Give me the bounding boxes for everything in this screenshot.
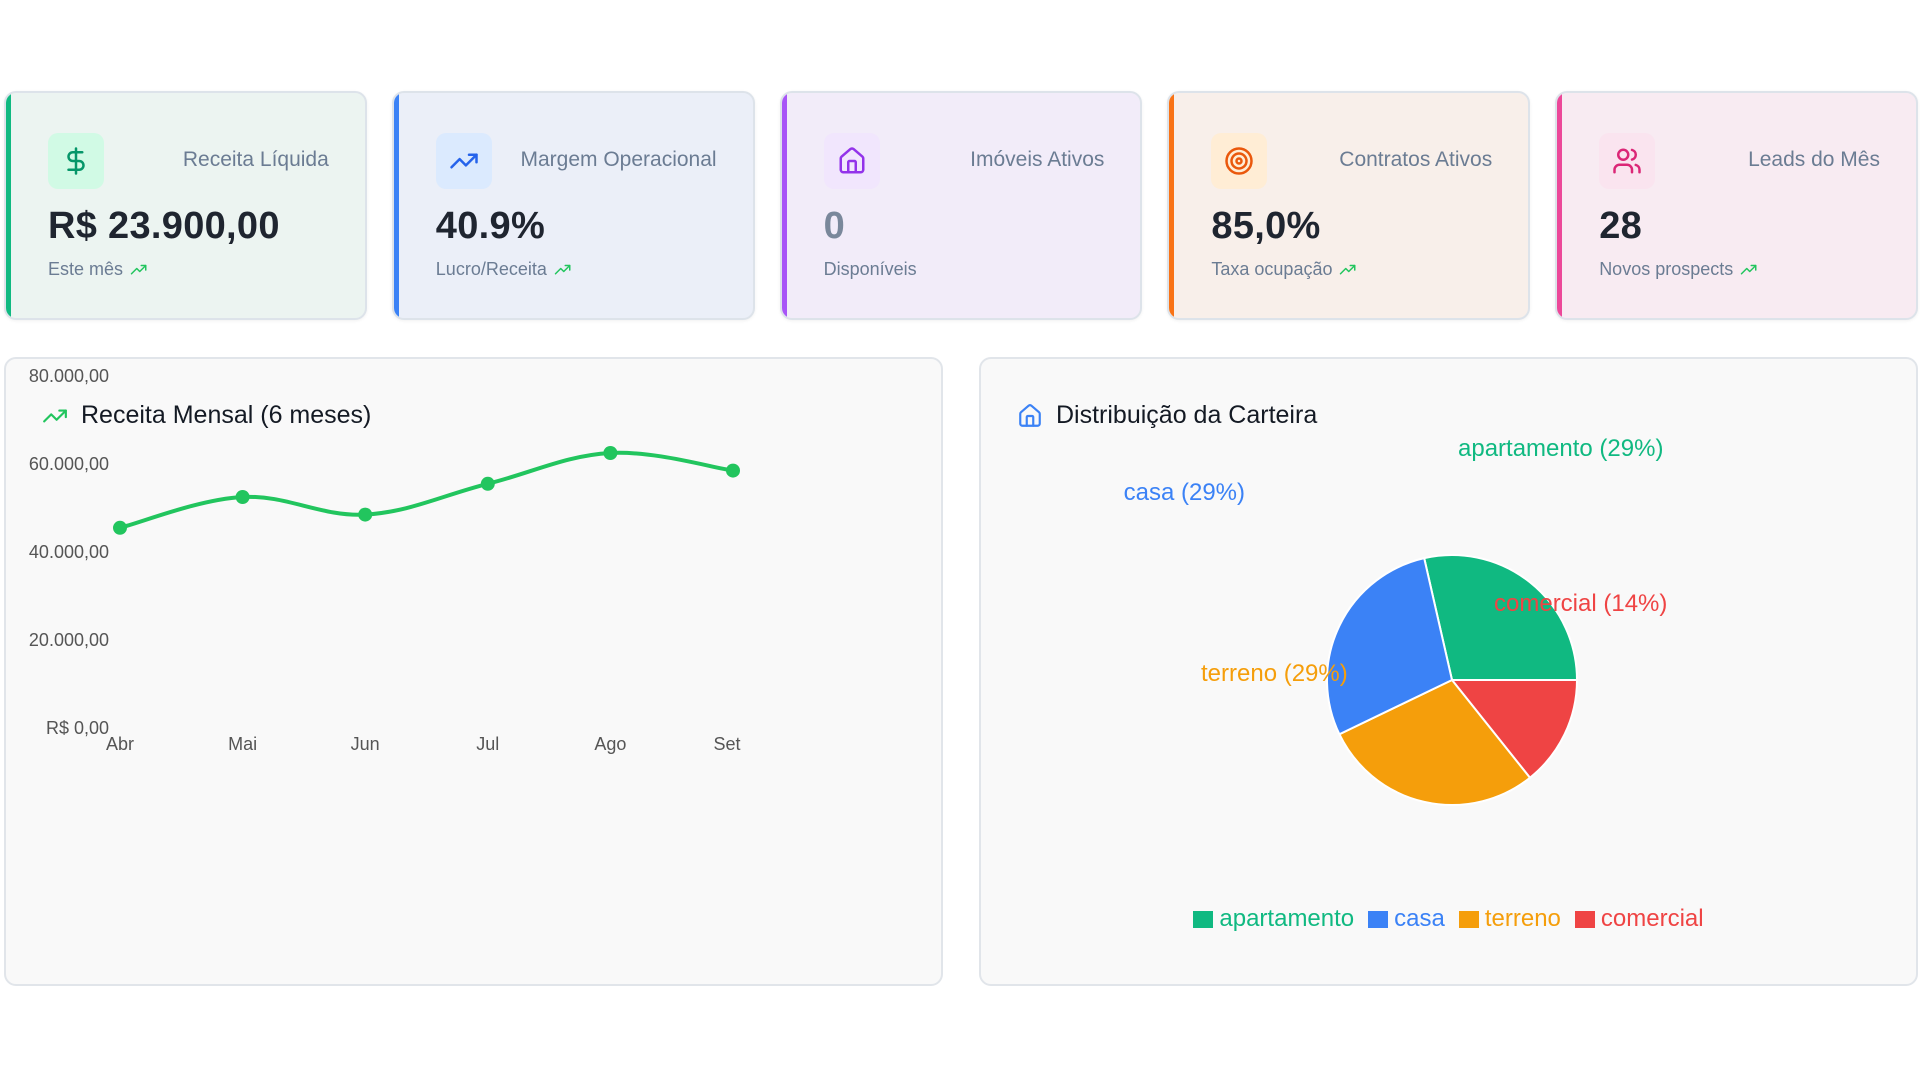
pie-legend: apartamento casa terreno comercial — [981, 905, 1916, 933]
trending-up-icon — [43, 409, 67, 422]
kpi-icon-box — [823, 133, 880, 189]
data-point[interactable] — [235, 490, 250, 504]
legend-item-comercial[interactable]: comercial — [1574, 905, 1704, 933]
kpi-subtitle: Este mês — [48, 259, 124, 279]
kpi-icon-box — [1211, 133, 1268, 189]
kpi-card-contratos-ativos[interactable]: Contratos Ativos 85,0% Taxa ocupação — [1167, 91, 1531, 320]
y-tick-label: 20.000,00 — [29, 630, 109, 650]
legend-label: apartamento — [1219, 905, 1355, 932]
kpi-row: Receita Líquida R$ 23.900,00 Este mês Ma… — [4, 91, 1918, 320]
x-tick-label: Abr — [106, 734, 134, 754]
kpi-subtitle-row: Este mês — [48, 259, 148, 280]
portfolio-pie-chart: apartamento (29%) comercial (14%) terreno … — [1124, 435, 1668, 806]
dollar-icon — [67, 147, 85, 175]
kpi-title: Margem Operacional — [520, 148, 717, 171]
revenue-panel-header: Receita Mensal (6 meses) — [42, 401, 371, 430]
legend-item-casa[interactable]: casa — [1368, 905, 1445, 933]
kpi-card-receita-liquida[interactable]: Receita Líquida R$ 23.900,00 Este mês — [4, 91, 367, 320]
pie-label-apartamento: apartamento (29%) — [1458, 435, 1663, 462]
legend-item-terreno[interactable]: terreno — [1458, 905, 1561, 933]
y-tick-label: R$ 0,00 — [46, 718, 109, 738]
pie-slice-comercial[interactable] — [1449, 679, 1579, 780]
legend-label: casa — [1394, 905, 1445, 932]
y-tick-label: 80.000,00 — [29, 366, 109, 386]
panel-title: Distribuição da Carteira — [1056, 401, 1318, 429]
pie-label-casa: casa (29%) — [1124, 479, 1245, 506]
home-icon — [1019, 403, 1041, 427]
legend-item-apartamento[interactable]: apartamento — [1193, 905, 1354, 933]
kpi-subtitle: Disponíveis — [823, 259, 917, 279]
kpi-icon-box — [48, 133, 104, 189]
y-tick-label: 40.000,00 — [29, 542, 109, 562]
data-point[interactable] — [480, 476, 495, 491]
trending-up-icon — [450, 153, 478, 169]
revenue-line-chart: R$ 0,00 20.000,00 40.000,00 60.000,00 80.000… — [29, 366, 741, 754]
pie-slice-casa[interactable] — [1326, 556, 1454, 736]
x-tick-label: Jun — [351, 734, 380, 754]
data-point[interactable] — [113, 520, 127, 535]
kpi-value: 0 — [823, 205, 846, 247]
kpi-value: R$ 23.900,00 — [48, 205, 280, 247]
data-point[interactable] — [726, 463, 740, 478]
pie-slice-apartamento[interactable] — [1422, 554, 1579, 681]
y-tick-label: 60.000,00 — [29, 454, 109, 474]
kpi-icon-box — [435, 133, 492, 189]
revenue-chart-panel: R$ 0,00 20.000,00 40.000,00 60.000,00 80.000… — [4, 357, 943, 986]
trending-up-icon — [1741, 264, 1757, 274]
legend-swatch — [1574, 910, 1595, 928]
trending-up-icon — [554, 264, 571, 274]
panel-title: Receita Mensal (6 meses) — [81, 401, 372, 429]
kpi-value: 85,0% — [1211, 205, 1321, 247]
target-icon — [1225, 147, 1254, 175]
data-point[interactable] — [358, 507, 373, 522]
kpi-subtitle-row: Lucro/Receita — [436, 259, 572, 280]
pie-label-comercial: comercial (14%) — [1494, 590, 1667, 617]
revenue-series-line — [118, 450, 735, 530]
trending-up-icon — [130, 264, 147, 274]
kpi-subtitle-row: Disponíveis — [824, 259, 917, 280]
legend-swatch — [1368, 910, 1389, 928]
x-tick-label: Jul — [476, 734, 499, 754]
legend-label: terreno — [1484, 905, 1561, 932]
pie-labels: apartamento (29%) comercial (14%) terreno … — [1124, 435, 1668, 687]
legend-swatch — [1458, 910, 1479, 928]
x-tick-label: Ago — [594, 734, 626, 754]
kpi-value: 28 — [1599, 205, 1643, 247]
x-tick-label: Set — [713, 734, 740, 754]
kpi-title: Imóveis Ativos — [970, 148, 1105, 171]
kpi-title: Contratos Ativos — [1339, 148, 1493, 171]
kpi-subtitle: Taxa ocupação — [1211, 259, 1333, 279]
pie-slices — [1326, 554, 1579, 806]
kpi-card-leads-do-mes[interactable]: Leads do Mês 28 Novos prospects — [1555, 91, 1918, 320]
pie-slice-terreno[interactable] — [1338, 678, 1532, 806]
kpi-value: 40.9% — [435, 205, 546, 247]
kpi-card-imoveis-ativos[interactable]: Imóveis Ativos 0 Disponíveis — [779, 91, 1143, 320]
legend-label: comercial — [1600, 905, 1704, 932]
kpi-subtitle: Lucro/Receita — [435, 259, 547, 279]
home-icon — [839, 147, 865, 174]
trending-up-icon — [1340, 264, 1356, 274]
portfolio-chart-panel: apartamento (29%) comercial (14%) terreno … — [979, 357, 1918, 986]
kpi-subtitle-row: Novos prospects — [1599, 259, 1758, 280]
data-point[interactable] — [603, 446, 618, 460]
x-axis-ticks: Abr Mai Jun Jul Ago Set — [106, 734, 741, 754]
kpi-title: Receita Líquida — [182, 148, 329, 171]
x-tick-label: Mai — [228, 734, 257, 754]
y-axis-ticks: R$ 0,00 20.000,00 40.000,00 60.000,00 80.000… — [29, 366, 109, 738]
legend-swatch — [1193, 910, 1214, 928]
kpi-subtitle-row: Taxa ocupação — [1211, 259, 1357, 280]
pie-label-terreno: terreno (29%) — [1201, 660, 1348, 687]
kpi-title: Leads do Mês — [1748, 148, 1880, 171]
kpi-icon-box — [1599, 133, 1656, 189]
portfolio-panel-header: Distribuição da Carteira — [1017, 401, 1317, 430]
revenue-series-points — [113, 446, 740, 535]
users-icon — [1613, 148, 1641, 174]
kpi-subtitle: Novos prospects — [1599, 259, 1734, 279]
kpi-card-margem-operacional[interactable]: Margem Operacional 40.9% Lucro/Receita — [391, 91, 755, 320]
